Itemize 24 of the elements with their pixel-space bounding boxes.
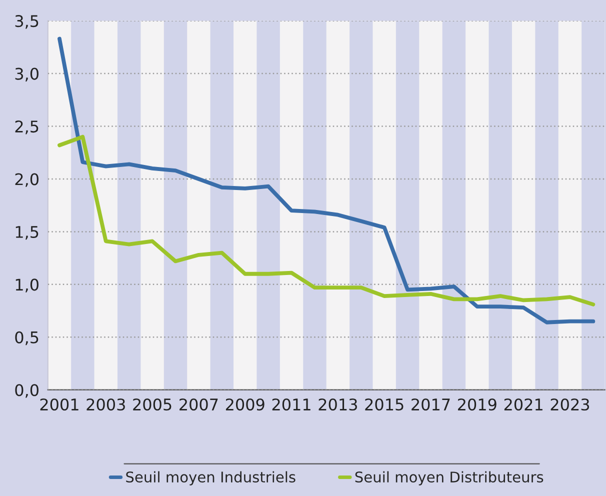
y-tick-label: 1,0 <box>16 278 38 292</box>
x-tick-label: 2019 <box>458 398 496 411</box>
x-tick-label: 2013 <box>318 398 357 411</box>
x-tick-label: 2023 <box>550 398 590 411</box>
y-tick-label: 1,5 <box>16 226 38 240</box>
y-tick-label: 3,5 <box>15 15 38 29</box>
line-series <box>58 134 596 306</box>
legend-label: Seuil moyen Industriels <box>126 471 296 486</box>
x-tick-label: 2009 <box>226 398 264 411</box>
x-tick-label: 2007 <box>180 398 218 411</box>
x-tick-label: 2015 <box>365 398 404 411</box>
legend-label: Seuil moyen Distributeurs <box>355 471 544 486</box>
y-tick-label: 2,0 <box>15 173 38 187</box>
x-tick-label: 2017 <box>412 398 450 411</box>
x-tick-label: 2001 <box>40 398 78 411</box>
y-tick-label: 0,0 <box>15 384 38 398</box>
x-tick-label: 2003 <box>86 398 125 411</box>
line-series <box>58 36 596 324</box>
x-tick-label: 2011 <box>272 398 310 411</box>
y-tick-label: 3,0 <box>15 68 38 82</box>
x-tick-label: 2021 <box>504 398 542 411</box>
y-tick-label: 0,5 <box>15 331 38 346</box>
y-tick-label: 2,5 <box>15 120 38 134</box>
x-tick-label: 2005 <box>133 398 172 411</box>
